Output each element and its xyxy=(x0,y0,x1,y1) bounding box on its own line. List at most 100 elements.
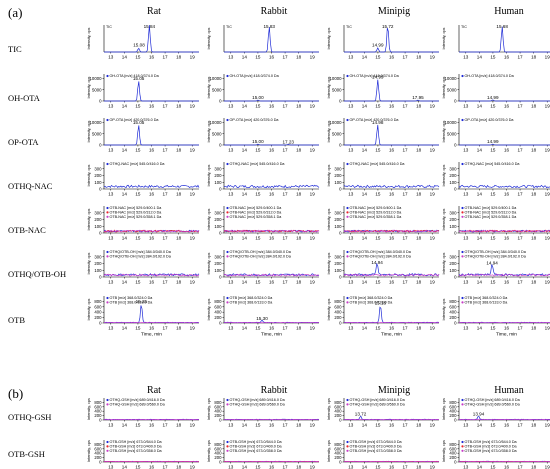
x-tick-label: 13 xyxy=(348,236,354,241)
column-header-rabbit: Rabbit xyxy=(260,6,288,17)
x-tick-label: 15 xyxy=(255,326,261,331)
x-tick-label: 17 xyxy=(163,236,169,241)
series-blue-0 xyxy=(459,143,550,146)
legend-entry: OTB [m/z] 368.0/324.0 Da xyxy=(110,296,154,300)
y-tick-label: 0 xyxy=(219,460,222,465)
y-tick-label: 400 xyxy=(214,310,222,315)
series-blue-0 xyxy=(458,264,550,277)
y-tick-label: 200 xyxy=(449,315,457,320)
legend-marker xyxy=(461,301,464,304)
legend-marker xyxy=(226,211,229,214)
x-tick-label: 18 xyxy=(416,104,422,109)
x-tick-label: 18 xyxy=(416,148,422,153)
legend-marker xyxy=(226,162,229,166)
x-tick-label: 16 xyxy=(149,280,155,285)
peak-annotation: 15.25 xyxy=(136,299,148,304)
x-tick-label: 16 xyxy=(269,326,275,331)
peak-annotation: 15.05 xyxy=(133,120,145,125)
x-axis-label: Time, min xyxy=(496,332,517,338)
legend-marker xyxy=(461,255,464,258)
x-tick-label: 18 xyxy=(416,192,422,197)
y-axis-label: Intensity, cps xyxy=(207,76,211,98)
x-tick-label: 19 xyxy=(310,280,316,285)
panel-tic-rat: 13 14 15 16 17 18 19 Intensity, cps TIC 15.84 15.0… xyxy=(87,24,199,60)
x-tick-label: 13 xyxy=(228,326,234,331)
x-tick-label: 16 xyxy=(149,104,155,109)
legend-marker xyxy=(226,398,229,402)
y-tick-label: 800 xyxy=(214,442,222,447)
legend-marker xyxy=(346,255,349,258)
legend-entry: OTHQ/OTB-OH [m/z] 384.0/192.0 Da xyxy=(110,255,172,259)
y-axis-label: Intensity, cps xyxy=(87,27,91,49)
x-tick-label: 14 xyxy=(362,326,368,331)
x-tick-label: 17 xyxy=(163,280,169,285)
row-label-op-ota: OP-OTA xyxy=(8,137,39,147)
x-tick-label: 14 xyxy=(362,192,368,197)
y-tick-label: 0 xyxy=(454,231,457,236)
x-tick-label: 18 xyxy=(531,104,537,109)
x-tick-label: 17 xyxy=(163,148,169,153)
column-header-minipig-b: Minipig xyxy=(377,385,411,396)
legend-entry: OTB-GSH [m/z] 673.0/358.0 Da xyxy=(230,449,283,453)
y-tick-label: 600 xyxy=(94,446,102,451)
legend-entry: OTB-GSH [m/z] 673.0/358.0 Da xyxy=(110,449,163,453)
y-axis-label: Intensity, cps xyxy=(87,164,91,186)
legend-marker xyxy=(106,118,109,122)
x-tick-label: 15 xyxy=(255,465,261,469)
x-tick-label: 18 xyxy=(296,104,302,109)
legend-entry: OTB-NAC [m/z] 529.0/358.1 Da xyxy=(350,215,403,219)
legend-entry: OH-OTA [m/z] 418.0/374.0 Da xyxy=(465,74,515,78)
series-blue-0 xyxy=(344,124,439,146)
peak-annotation: 15.83 xyxy=(263,24,275,29)
legend-entry: OTHQ-NAC [m/z] 545.0/416.0 Da xyxy=(110,162,166,166)
x-tick-label: 13 xyxy=(463,423,469,428)
x-axis-label: Time, min xyxy=(261,332,282,338)
x-tick-label: 17 xyxy=(163,192,169,197)
legend-marker xyxy=(461,449,464,452)
y-tick-label: 0 xyxy=(339,275,342,280)
y-tick-label: 200 xyxy=(214,217,222,222)
y-tick-label: 800 xyxy=(94,442,102,447)
y-tick-label: 200 xyxy=(214,455,222,460)
x-tick-label: 18 xyxy=(416,55,422,60)
legend-entry: OTB-NAC [m/z] 529.0/358.1 Da xyxy=(465,215,518,219)
x-tick-label: 19 xyxy=(545,192,550,197)
x-tick-label: 15 xyxy=(375,423,381,428)
y-tick-label: 200 xyxy=(214,413,222,418)
legend-entry: OTHQ-NAC [m/z] 545.0/416.0 Da xyxy=(465,162,521,166)
x-tick-label: 15 xyxy=(135,104,141,109)
y-axis-label: Intensity, cps xyxy=(207,164,211,186)
y-axis-label: Intensity, cps xyxy=(442,27,446,49)
legend-entry: OTB-NAC [m/z] 529.0/400.1 Da xyxy=(465,206,518,210)
y-tick-label: 200 xyxy=(334,217,342,222)
y-tick-label: 600 xyxy=(334,304,342,309)
x-tick-label: 16 xyxy=(504,236,510,241)
y-tick-label: 5000 xyxy=(92,87,102,92)
legend-entry: OTHQ-GSH [m/z] 689.0/416.0 Da xyxy=(230,398,286,402)
x-tick-label: 15 xyxy=(255,423,261,428)
y-tick-label: 200 xyxy=(449,217,457,222)
legend-entry: OTHQ-GSH [m/z] 689.0/560.0 Da xyxy=(110,403,166,407)
x-tick-label: 17 xyxy=(163,55,169,60)
peak-annotation: 15.00 xyxy=(252,95,264,100)
y-axis-label: Intensity, cps xyxy=(442,164,446,186)
x-tick-label: 16 xyxy=(389,423,395,428)
x-tick-label: 13 xyxy=(348,280,354,285)
x-axis-label: Time, min xyxy=(381,332,402,338)
legend-entry: OTB-NAC [m/z] 529.0/312.0 Da xyxy=(110,211,163,215)
y-tick-label: 200 xyxy=(94,455,102,460)
y-tick-label: 0 xyxy=(99,418,102,423)
y-tick-label: 800 xyxy=(94,400,102,405)
x-tick-label: 19 xyxy=(190,423,196,428)
legend-marker xyxy=(106,162,109,166)
x-tick-label: 14 xyxy=(122,104,128,109)
y-tick-label: 0 xyxy=(454,460,457,465)
